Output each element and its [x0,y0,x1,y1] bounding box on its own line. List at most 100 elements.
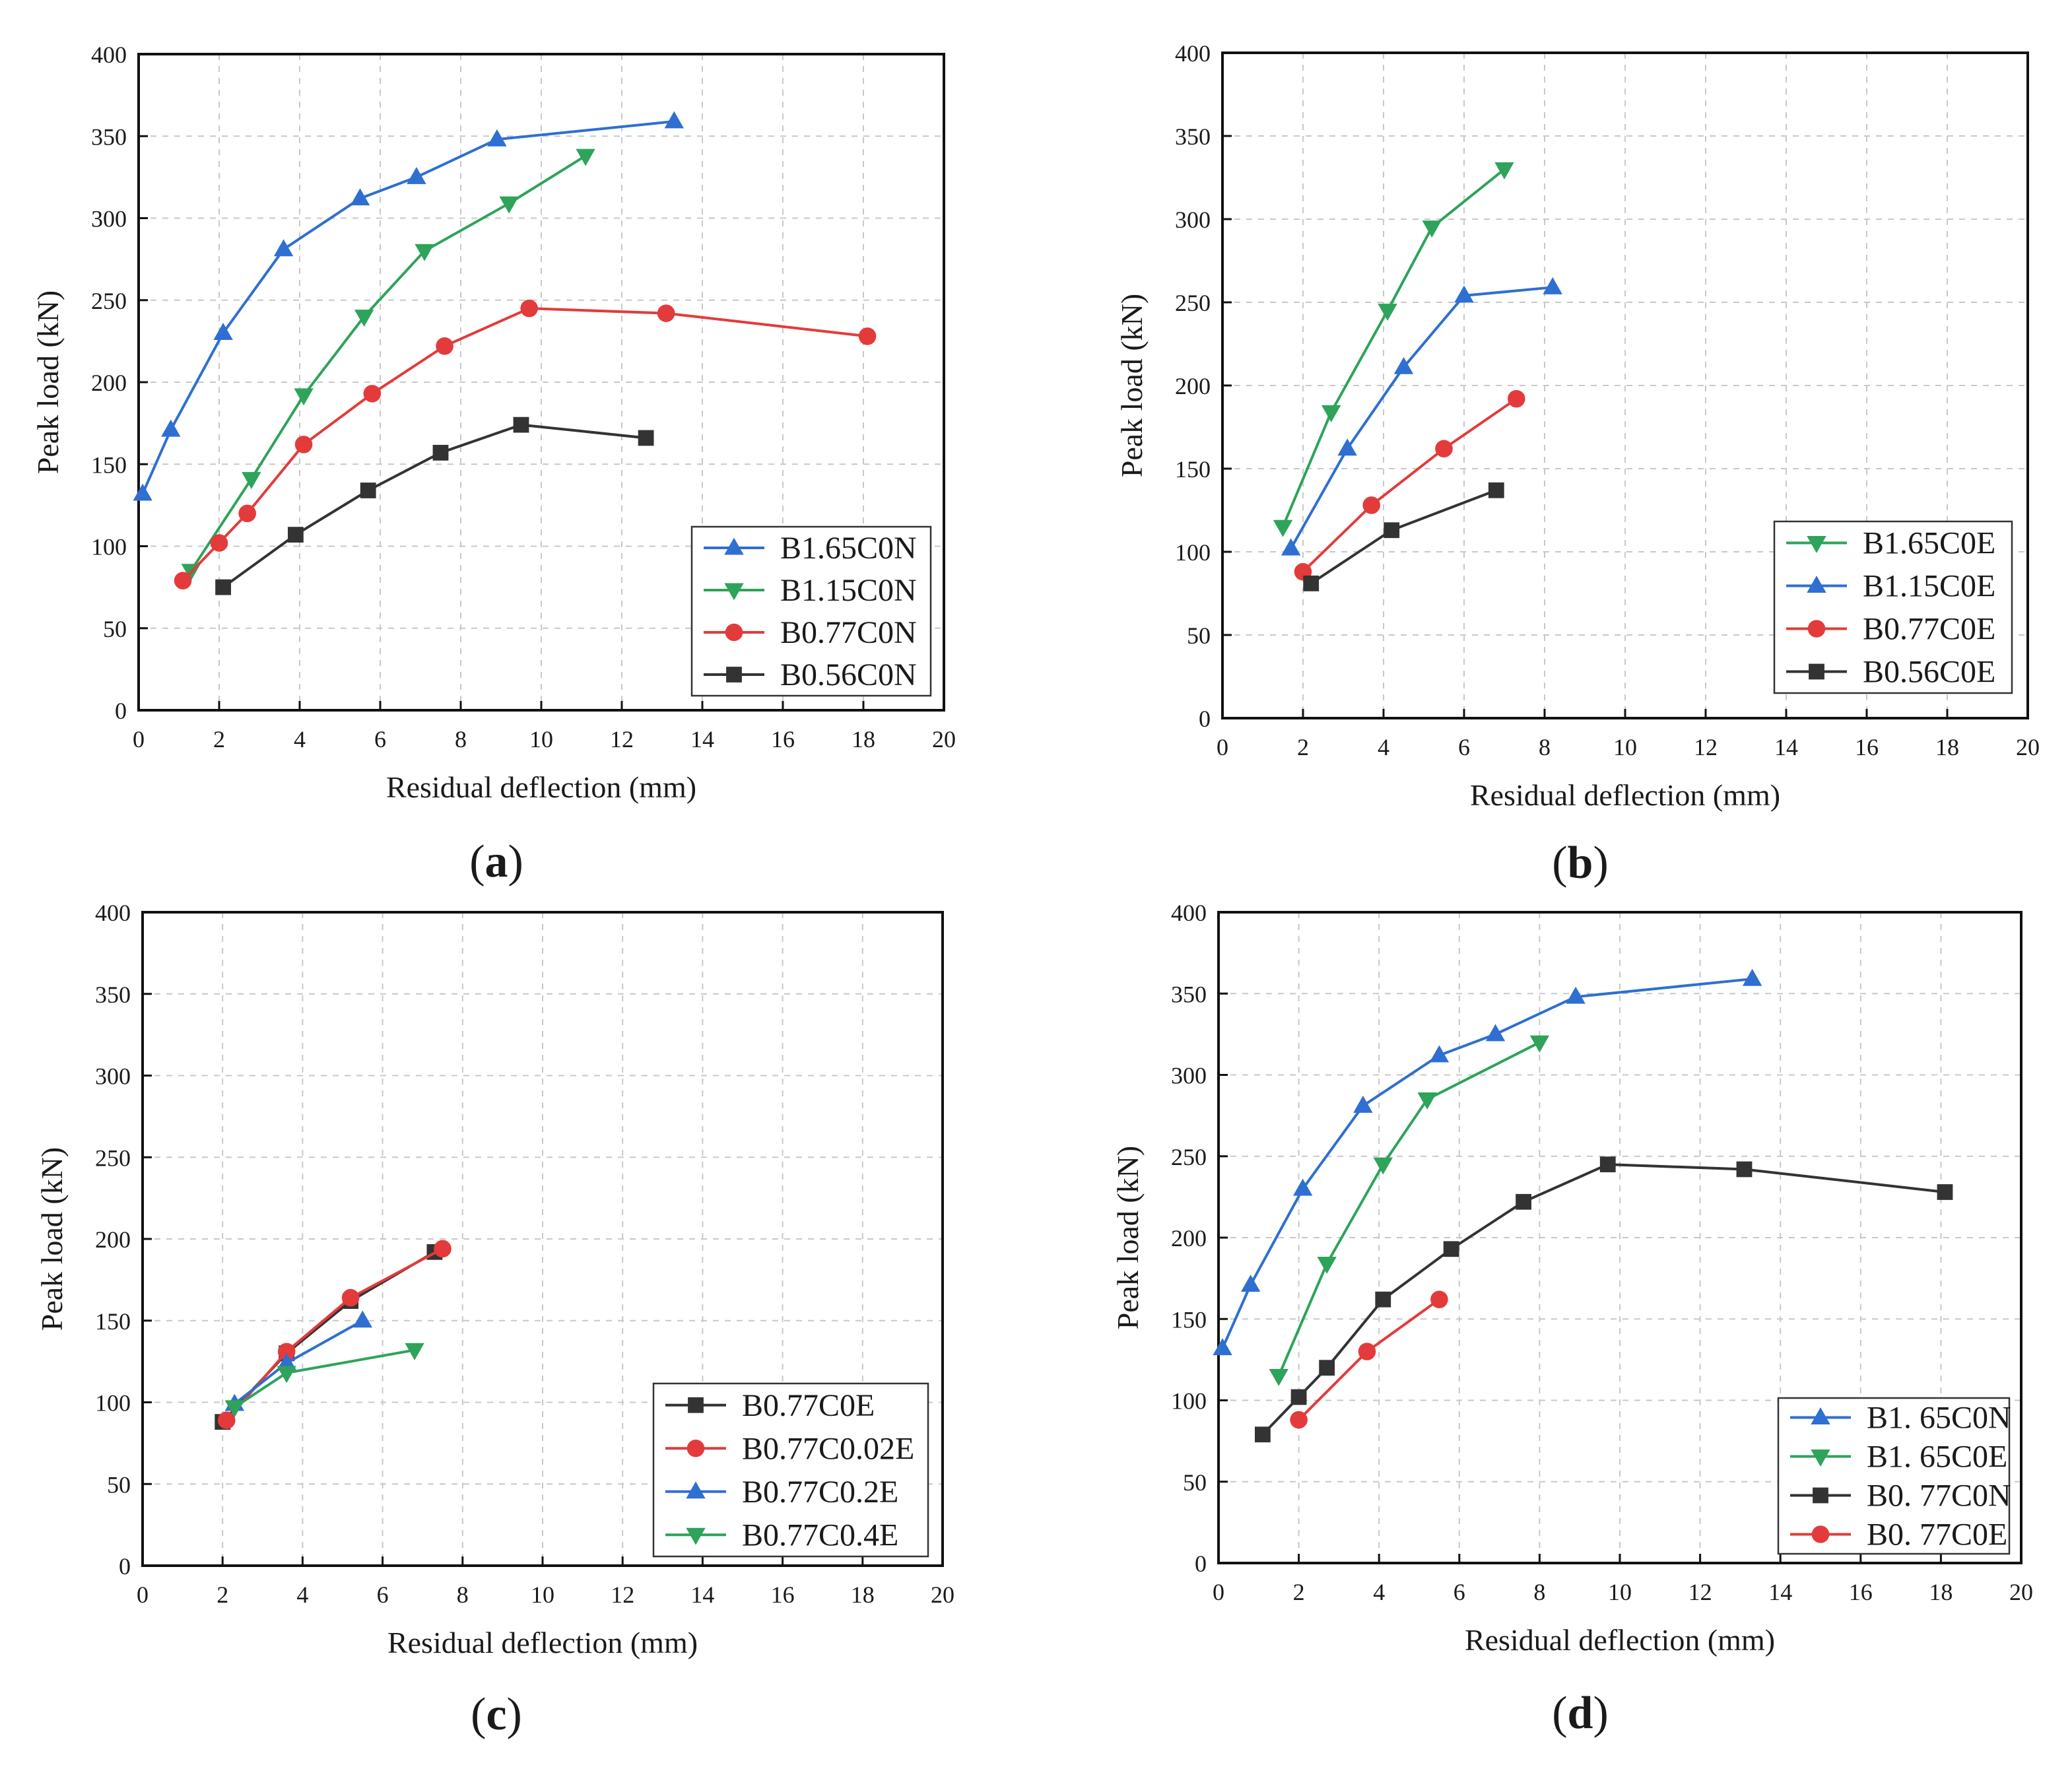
data-point [1321,405,1341,422]
series-B1.15C0E [1281,277,1562,556]
data-point [161,419,181,437]
x-tick-label: 18 [851,1582,875,1608]
x-tick-label: 14 [690,1582,714,1608]
x-tick-label: 10 [1608,1579,1632,1605]
legend-swatch-marker [726,667,742,683]
data-point [1508,389,1525,408]
data-point [434,1240,451,1258]
x-tick-label: 12 [1688,1579,1712,1605]
data-point [1290,1411,1308,1429]
data-point [657,304,675,322]
y-tick-label: 200 [91,370,127,396]
legend-swatch-marker [1813,1487,1828,1504]
y-tick-label: 100 [91,534,127,560]
data-point [1240,1275,1261,1292]
legend-label: B0. 77C0E [1867,1517,2007,1552]
data-point [210,534,228,552]
data-point [277,1343,296,1361]
series-B0.56C0N [215,417,654,595]
legend-swatch-marker [686,1527,706,1545]
data-point [363,385,382,403]
panel-letter: a [485,836,508,887]
series-B1.65C0N [1213,968,1762,1356]
data-point [405,1343,424,1360]
data-point [436,337,453,355]
y-tick-label: 200 [95,1226,131,1253]
x-tick-label: 12 [610,726,634,752]
y-tick-label: 400 [1175,40,1211,67]
legend-label: B1.65C0E [1863,526,1995,561]
y-tick-label: 350 [1171,981,1207,1007]
data-point [1599,1156,1616,1172]
x-tick-label: 14 [690,726,714,752]
y-tick-label: 0 [1199,706,1211,732]
x-tick-label: 18 [1929,1579,1953,1605]
y-tick-label: 150 [91,451,127,478]
y-axis-title: Peak load (kN) [1115,294,1149,477]
data-point [354,310,374,327]
data-point [1742,968,1762,986]
y-tick-label: 0 [119,1553,131,1580]
y-axis-title: Peak load (kN) [1111,1146,1145,1329]
data-point [1516,1193,1531,1210]
data-point [1273,519,1293,537]
data-point [858,327,877,345]
x-tick-label: 2 [217,1582,228,1608]
data-point [1254,1426,1271,1443]
x-tick-label: 8 [1533,1579,1545,1605]
series-line [1302,397,1518,573]
series-line [221,1251,436,1423]
data-point [1353,1095,1373,1113]
y-axis-title: Peak load (kN) [35,1147,69,1331]
chart-panel-c: 0 2 4 6 8 10 12 14 16 18 2005010015020025030035040… [35,900,954,1740]
series-B0.56C0E [1303,482,1504,591]
series-B0.77C0N [174,299,877,589]
x-tick-label: 0 [133,726,145,752]
panel-label: (b) [1552,838,1609,888]
data-point [294,436,313,453]
y-tick-label: 400 [95,900,131,926]
panel-label: (c) [471,1689,522,1740]
y-tick-label: 100 [95,1390,131,1417]
data-point [174,572,192,589]
x-tick-label: 12 [1694,734,1718,760]
y-tick-label: 300 [95,1063,131,1090]
x-tick-label: 20 [932,726,956,752]
data-point [238,504,257,523]
legend-label: B0. 77C0N [1867,1479,2011,1514]
legend-label: B1. 65C0E [1867,1440,2007,1475]
data-point [1362,496,1380,514]
x-tick-label: 14 [1774,734,1798,760]
y-tick-label: 400 [1171,900,1207,926]
y-tick-label: 250 [1175,290,1211,316]
data-point [576,149,595,166]
data-point [1303,575,1320,591]
x-tick-label: 6 [377,1582,389,1608]
data-point [638,430,654,446]
legend-label: B1.15C0N [780,573,917,608]
data-point [407,166,426,184]
chart-panel-a: 0 2 4 6 8 10 12 14 16 18 2005010015020025030035040… [31,42,956,887]
data-point [224,1400,245,1418]
series-line [1261,1163,1945,1436]
legend: B0.77C0E B0.77C0.02E B0.77C0.2E B0.77C0.4E [652,1382,929,1558]
legend-swatch-marker [1807,536,1826,553]
x-tick-label: 2 [1297,734,1309,760]
data-point [294,388,314,406]
x-axis-title: Residual deflection (mm) [387,1626,698,1659]
x-tick-label: 16 [771,726,795,752]
data-point [1378,304,1397,321]
x-tick-label: 10 [1613,734,1637,760]
data-point [1430,1290,1448,1308]
data-point [1566,986,1586,1004]
legend-label: B0.77C0E [1863,612,1995,647]
series-B1.65C0E [1269,1035,1550,1386]
panel-label: (a) [469,836,523,887]
y-tick-label: 350 [95,982,131,1008]
data-point [273,239,294,257]
y-tick-label: 300 [1175,207,1211,233]
legend-label: B1.15C0E [1863,569,1995,604]
x-tick-label: 4 [1373,1579,1385,1605]
x-tick-label: 4 [294,726,306,752]
